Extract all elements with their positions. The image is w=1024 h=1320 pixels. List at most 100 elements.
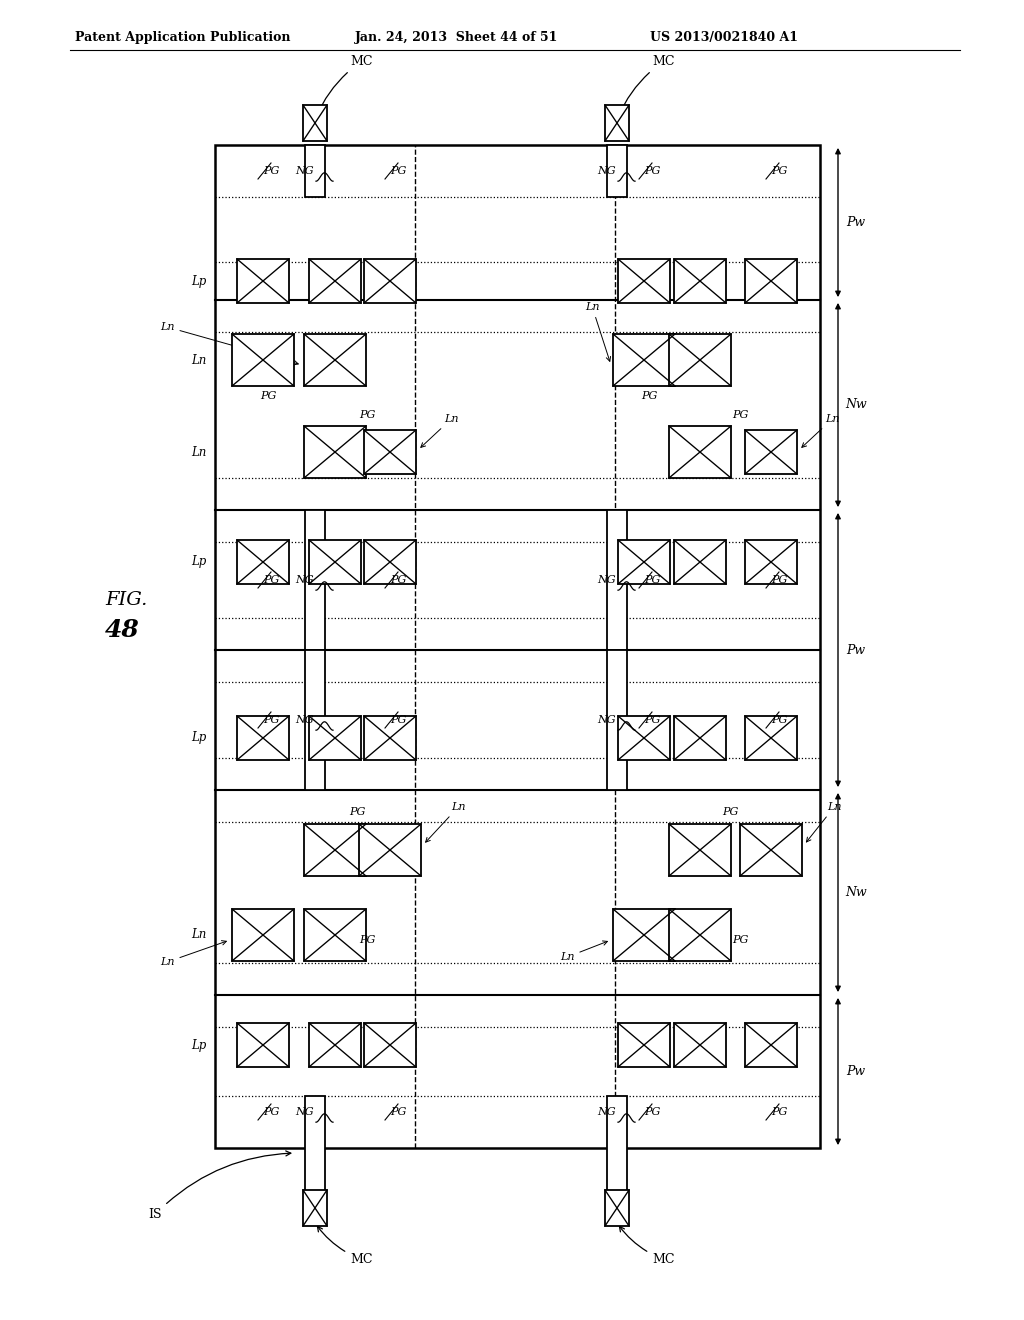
Text: PG: PG xyxy=(263,715,280,725)
Bar xyxy=(618,540,670,583)
Bar xyxy=(605,795,815,990)
Bar xyxy=(669,426,731,478)
Text: NG: NG xyxy=(296,576,314,585)
Text: PG: PG xyxy=(771,576,787,585)
Text: Ln: Ln xyxy=(426,803,466,842)
Text: Ln: Ln xyxy=(560,941,607,962)
Text: PG: PG xyxy=(260,391,276,401)
Text: Lp: Lp xyxy=(191,731,207,744)
Text: FIG.: FIG. xyxy=(105,591,147,609)
Text: Nw: Nw xyxy=(845,886,867,899)
Bar xyxy=(745,540,797,583)
Bar xyxy=(745,259,797,304)
Text: 48: 48 xyxy=(105,618,139,642)
Text: NG: NG xyxy=(296,715,314,725)
Text: Lp: Lp xyxy=(191,275,207,288)
Text: IS: IS xyxy=(148,1151,291,1221)
Bar xyxy=(364,430,416,474)
Bar xyxy=(674,259,726,304)
Text: Ln: Ln xyxy=(585,302,610,362)
Bar xyxy=(674,1023,726,1067)
Bar xyxy=(613,334,675,385)
Bar xyxy=(232,909,294,961)
Text: PG: PG xyxy=(263,1107,280,1117)
Bar xyxy=(220,795,420,990)
Text: US 2013/0021840 A1: US 2013/0021840 A1 xyxy=(650,30,798,44)
Text: Lp: Lp xyxy=(191,1039,207,1052)
Bar xyxy=(304,909,366,961)
Text: Pw: Pw xyxy=(847,1065,865,1078)
Bar xyxy=(309,715,361,760)
Text: MC: MC xyxy=(317,1226,373,1266)
Text: PG: PG xyxy=(263,576,280,585)
Text: PG: PG xyxy=(349,807,366,817)
Bar xyxy=(605,106,629,141)
Text: PG: PG xyxy=(390,576,407,585)
Bar xyxy=(607,649,627,789)
Text: PG: PG xyxy=(771,715,787,725)
Text: Ln: Ln xyxy=(160,322,298,364)
Bar xyxy=(237,1023,289,1067)
Text: PG: PG xyxy=(390,715,407,725)
Text: NG: NG xyxy=(598,166,616,176)
Bar xyxy=(364,259,416,304)
Bar xyxy=(364,1023,416,1067)
Bar xyxy=(674,715,726,760)
Bar xyxy=(309,259,361,304)
Text: PG: PG xyxy=(359,935,376,945)
Bar xyxy=(618,1023,670,1067)
Bar xyxy=(309,1023,361,1067)
Bar xyxy=(237,715,289,760)
Bar xyxy=(232,334,294,385)
Bar xyxy=(605,1191,629,1226)
Bar xyxy=(740,824,802,876)
Bar xyxy=(618,259,670,304)
Text: NG: NG xyxy=(598,576,616,585)
Bar xyxy=(303,1191,327,1226)
Bar xyxy=(669,334,731,385)
Text: Lp: Lp xyxy=(191,556,207,569)
Text: PG: PG xyxy=(644,715,660,725)
Text: PG: PG xyxy=(359,411,376,420)
Bar xyxy=(607,1096,627,1193)
Text: Ln: Ln xyxy=(191,928,207,941)
Text: PG: PG xyxy=(644,1107,660,1117)
Bar xyxy=(745,1023,797,1067)
Bar xyxy=(303,106,327,141)
Text: PG: PG xyxy=(771,1107,787,1117)
Bar xyxy=(607,510,627,649)
Bar xyxy=(745,715,797,760)
Bar xyxy=(674,540,726,583)
Text: PG: PG xyxy=(722,807,738,817)
Text: Ln: Ln xyxy=(160,941,226,968)
Text: PG: PG xyxy=(390,1107,407,1117)
Text: Ln: Ln xyxy=(191,354,207,367)
Bar xyxy=(304,334,366,385)
Bar xyxy=(607,145,627,197)
Text: PG: PG xyxy=(732,411,749,420)
Text: MC: MC xyxy=(620,1226,675,1266)
Bar xyxy=(237,259,289,304)
Bar xyxy=(237,540,289,583)
Text: PG: PG xyxy=(263,166,280,176)
Text: Ln: Ln xyxy=(807,803,842,842)
Bar xyxy=(364,715,416,760)
Text: Jan. 24, 2013  Sheet 44 of 51: Jan. 24, 2013 Sheet 44 of 51 xyxy=(355,30,558,44)
Text: PG: PG xyxy=(771,166,787,176)
Bar xyxy=(305,649,325,789)
Text: Ln: Ln xyxy=(421,414,459,447)
Bar xyxy=(618,715,670,760)
Bar xyxy=(309,540,361,583)
Text: PG: PG xyxy=(390,166,407,176)
Text: NG: NG xyxy=(296,166,314,176)
Text: PG: PG xyxy=(641,391,657,401)
Text: NG: NG xyxy=(598,715,616,725)
Text: Pw: Pw xyxy=(847,644,865,656)
Text: PG: PG xyxy=(644,576,660,585)
Bar xyxy=(669,824,731,876)
Text: Ln: Ln xyxy=(191,446,207,458)
Text: Patent Application Publication: Patent Application Publication xyxy=(75,30,291,44)
Text: Ln: Ln xyxy=(802,414,840,447)
Bar xyxy=(305,1096,325,1193)
Bar xyxy=(220,305,420,506)
